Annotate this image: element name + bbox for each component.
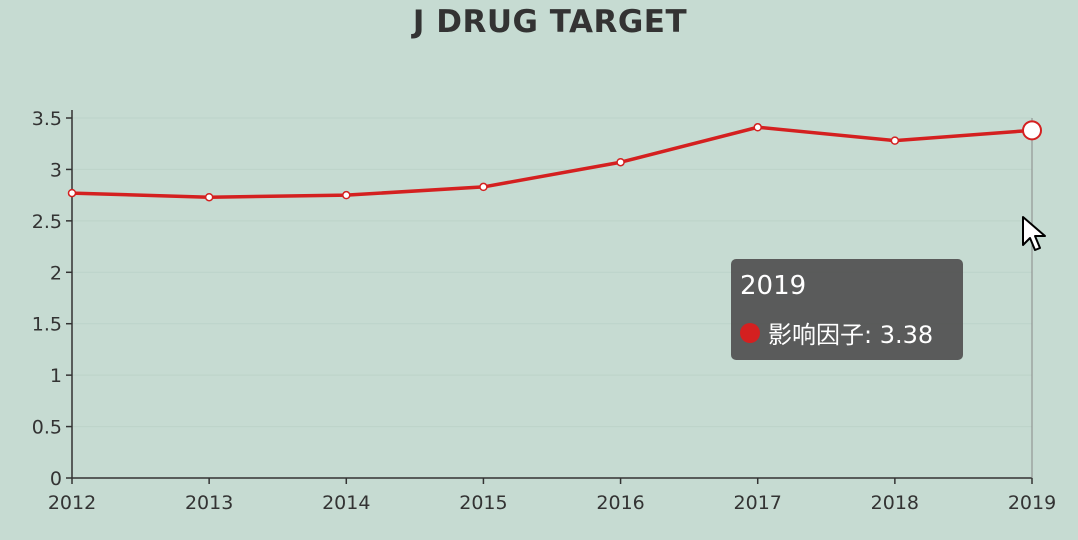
x-tick-label: 2018 [871, 492, 919, 514]
data-point [616, 157, 625, 167]
mouse-cursor-icon [1022, 216, 1046, 251]
y-tick-label: 0 [50, 468, 62, 490]
series-marker-icon [740, 322, 760, 343]
tooltip-row: 影响因子: 3.38 [740, 315, 933, 350]
tooltip-title: 2019 [740, 271, 807, 301]
data-point [479, 182, 488, 192]
y-tick-label: 1.5 [32, 314, 62, 336]
x-tick-label: 2015 [459, 492, 507, 514]
x-tick-label: 2012 [48, 492, 96, 514]
x-tick-label: 2017 [734, 492, 782, 514]
chart-title: J DRUG TARGET [412, 4, 688, 40]
data-point [1022, 120, 1042, 141]
tooltip-label: 影响因子: 3.38 [768, 321, 934, 349]
data-point [67, 188, 77, 198]
x-tick-label: 2013 [185, 492, 233, 514]
data-point [204, 192, 214, 202]
y-tick-label: 2.5 [32, 211, 62, 233]
y-tick-label: 2 [50, 262, 62, 284]
y-tick-label: 3.5 [32, 108, 62, 130]
y-tick-label: 3 [50, 159, 62, 181]
y-tick-label: 1 [50, 365, 62, 387]
tooltip: 2019 影响因子: 3.38 [731, 259, 963, 360]
data-point [753, 123, 762, 132]
data-point [342, 190, 351, 200]
x-tick-label: 2019 [1008, 492, 1056, 514]
y-tick-label: 0.5 [32, 417, 62, 439]
x-tick-label: 2014 [322, 492, 370, 514]
data-point [890, 136, 900, 145]
x-tick-label: 2016 [596, 492, 644, 514]
series-line [71, 125, 1033, 199]
